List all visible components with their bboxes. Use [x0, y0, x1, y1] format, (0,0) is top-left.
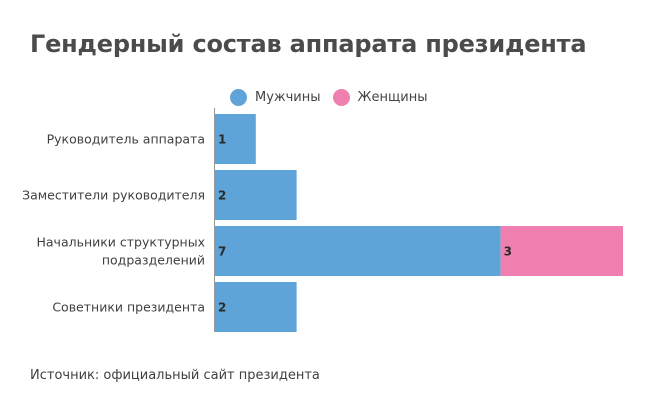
chart-legend: Мужчины Женщины [230, 89, 439, 106]
category-label: Заместители руководителя [22, 188, 205, 203]
legend-swatch-women [332, 89, 350, 106]
legend-item-men: Мужчины [230, 89, 321, 106]
bar-men [215, 282, 297, 332]
chart-title: Гендерный состав аппарата президента [30, 30, 587, 58]
data-label: 2 [218, 301, 226, 315]
category-label: Руководитель аппарата [47, 132, 205, 147]
category-label: Советники президента [52, 300, 205, 315]
data-label: 1 [218, 133, 226, 147]
bar-women [500, 226, 623, 276]
category-label: Начальники структурных [37, 235, 206, 250]
bar-men [215, 226, 501, 276]
legend-swatch-men [230, 89, 247, 106]
bar-men [215, 114, 256, 164]
bar-men [215, 170, 297, 220]
data-label: 2 [218, 189, 226, 203]
data-label: 3 [504, 245, 512, 259]
source-note: Источник: официальный сайт президента [30, 368, 320, 383]
legend-item-women: Женщины [332, 89, 428, 106]
legend-label-men: Мужчины [255, 90, 321, 105]
data-label: 7 [218, 245, 226, 259]
category-label: подразделений [102, 253, 205, 268]
legend-label-women: Женщины [357, 90, 428, 105]
